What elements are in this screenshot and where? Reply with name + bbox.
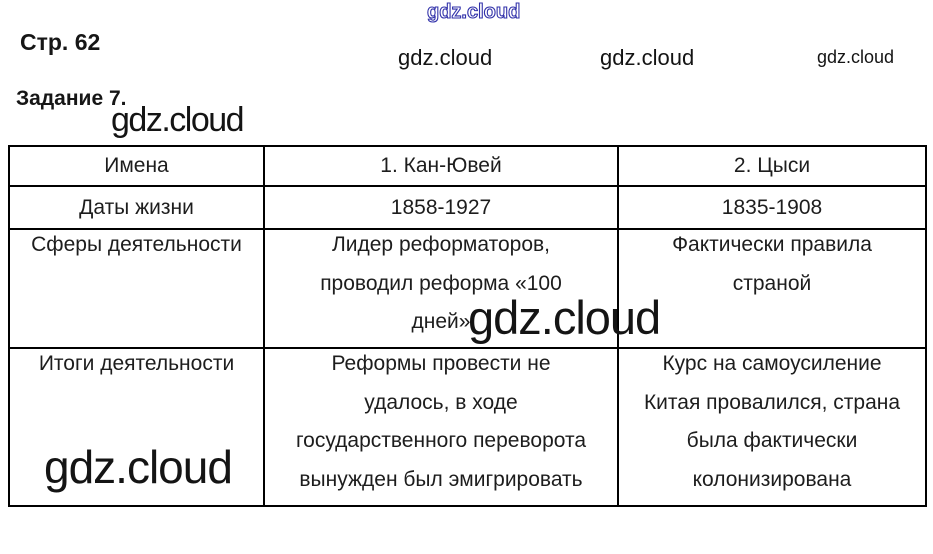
cell-line: государственного переворота [295, 429, 587, 452]
cell-person2-dates: 1835-1908 [617, 185, 927, 230]
cell-line: была фактически [686, 429, 858, 452]
cell-person1-results: Реформы провести не удалось, в ходе госу… [263, 347, 619, 507]
table-row-results: Итоги деятельности Реформы провести не у… [8, 347, 927, 507]
row-header-life-dates: Даты жизни [8, 185, 265, 230]
cell-line: Китая провалился, страна [643, 390, 901, 414]
cell-line: Итоги деятельности [38, 352, 235, 375]
cell-person2-results: Курс на самоусиление Китая провалился, с… [617, 347, 927, 507]
table-row-names: Имена 1. Кан-Ювей 2. Цыси [8, 145, 927, 187]
cell-line: Курс на самоусиление [662, 352, 882, 375]
watermark-gdz-table-middle: gdz.cloud [468, 291, 661, 344]
watermark-gdz-outline: gdz.cloud [426, 0, 521, 23]
watermark-gdz-top-1: gdz.cloud [398, 45, 493, 70]
page-number-label: Стр. 62 [20, 29, 101, 55]
cell-line: вынужден был эмигрировать [299, 467, 583, 491]
task-label: Задание 7. [16, 87, 127, 110]
cell-person1-name: 1. Кан-Ювей [263, 145, 619, 187]
row-header-names: Имена [8, 145, 265, 187]
cell-person1-dates: 1858-1927 [263, 185, 619, 230]
watermark-gdz-under-task: gdz.cloud [111, 101, 245, 139]
cell-line: дней» [411, 310, 471, 333]
cell-person2-name: 2. Цыси [617, 145, 927, 187]
watermark-gdz-top-2: gdz.cloud [600, 45, 695, 70]
row-header-results: Итоги деятельности [8, 347, 265, 507]
cell-person2-activity: Фактически правила страной [617, 228, 927, 349]
table-row-activity: Сферы деятельности Лидер реформаторов, п… [8, 228, 927, 349]
watermark-gdz-table-bottom: gdz.cloud [44, 441, 233, 493]
cell-line: Фактически правила [672, 233, 872, 256]
answers-table: Имена 1. Кан-Ювей 2. Цыси Даты жизни 185… [8, 145, 927, 507]
cell-line: проводил реформа «100 [320, 271, 562, 295]
cell-line: страной [732, 271, 812, 295]
row-header-activity: Сферы деятельности [8, 228, 265, 349]
cell-line: Реформы провести не [331, 352, 551, 375]
cell-person1-activity: Лидер реформаторов, проводил реформа «10… [263, 228, 619, 349]
cell-line: Лидер реформаторов, [331, 233, 551, 256]
table-row-life-dates: Даты жизни 1858-1927 1835-1908 [8, 185, 927, 230]
cell-line: колонизирована [692, 467, 852, 491]
watermark-gdz-top-3: gdz.cloud [817, 47, 895, 67]
cell-line: Сферы деятельности [31, 233, 242, 256]
cell-line: удалось, в ходе [364, 390, 518, 414]
